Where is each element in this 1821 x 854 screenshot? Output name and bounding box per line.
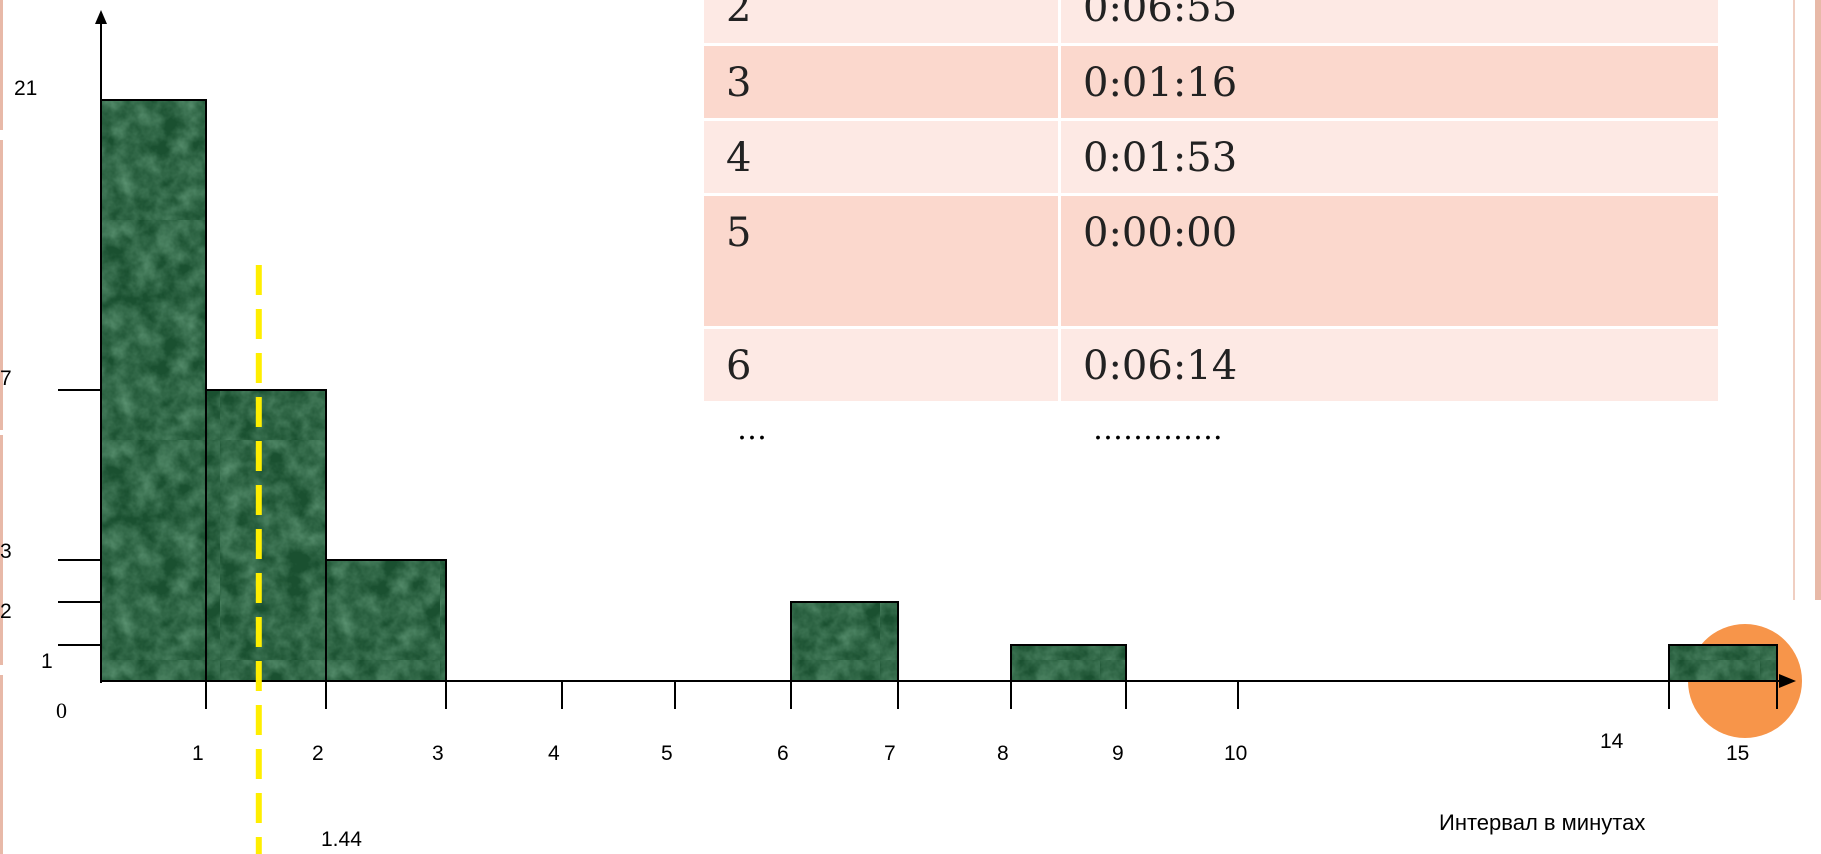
y-tick-label: 2 xyxy=(0,600,12,623)
x-tick-label: 1 xyxy=(192,742,204,765)
interval-time-cell: 0:01:16 xyxy=(1061,46,1718,118)
table-ellipsis-left: … xyxy=(737,412,767,447)
x-tick-label: 8 xyxy=(997,742,1009,765)
y-tick-label: 3 xyxy=(0,540,12,563)
y-tick-label: 21 xyxy=(14,77,37,100)
x-tick-label: 15 xyxy=(1726,742,1749,765)
x-tick-label: 7 xyxy=(884,742,896,765)
histogram-bar xyxy=(100,99,207,682)
row-number-cell: 4 xyxy=(704,121,1058,193)
frame-line-right xyxy=(1793,0,1795,600)
x-axis-title: Интервал в минутах xyxy=(1439,810,1645,835)
interval-time-cell: 0:06:14 xyxy=(1061,329,1718,401)
y-tick-label: 7 xyxy=(0,367,12,390)
y-tick-label: 1 xyxy=(41,650,53,673)
frame-strip xyxy=(0,435,3,665)
x-tick-label: 9 xyxy=(1112,742,1124,765)
histogram-bar xyxy=(205,389,327,682)
x-tick-label: 14 xyxy=(1600,730,1624,753)
x-tick-label: 2 xyxy=(312,742,324,765)
table-row: 6 0:06:14 xyxy=(704,329,1718,401)
interval-time-cell: 0:00:00 xyxy=(1061,196,1718,326)
x-tick-label: 3 xyxy=(432,742,444,765)
interval-time-cell: 0:06:55 xyxy=(1061,0,1718,43)
interval-table: 2 0:06:55 3 0:01:16 4 0:01:53 5 0:00:00 6 0:06:14 xyxy=(701,0,1721,404)
y-axis-arrow xyxy=(95,10,107,24)
table-row: 3 0:01:16 xyxy=(704,46,1718,118)
table-row: 2 0:06:55 xyxy=(704,0,1718,43)
row-number-cell: 2 xyxy=(704,0,1058,43)
row-number-cell: 5 xyxy=(704,196,1058,326)
marker-label: 1.44 xyxy=(321,828,362,851)
x-tick-label: 4 xyxy=(548,742,560,765)
frame-strip xyxy=(0,140,3,430)
row-number-cell: 3 xyxy=(704,46,1058,118)
x-axis-arrow xyxy=(1779,674,1796,688)
interval-time-cell: 0:01:53 xyxy=(1061,121,1718,193)
table-ellipsis-right: …………. xyxy=(1093,412,1223,447)
x-tick-label: 10 xyxy=(1224,742,1247,765)
row-number-cell: 6 xyxy=(704,329,1058,401)
origin-label: 0 xyxy=(56,698,67,723)
histogram-bar xyxy=(325,559,447,682)
table-row: 4 0:01:53 xyxy=(704,121,1718,193)
x-tick-label: 5 xyxy=(661,742,673,765)
x-tick-label: 6 xyxy=(777,742,789,765)
table-row: 5 0:00:00 xyxy=(704,196,1718,326)
histogram-bar xyxy=(790,601,899,682)
frame-strip-right xyxy=(1815,0,1821,600)
histogram-bar xyxy=(1010,644,1127,682)
histogram-bar xyxy=(1668,644,1778,682)
frame-strip xyxy=(0,675,3,854)
frame-strip xyxy=(0,0,3,130)
